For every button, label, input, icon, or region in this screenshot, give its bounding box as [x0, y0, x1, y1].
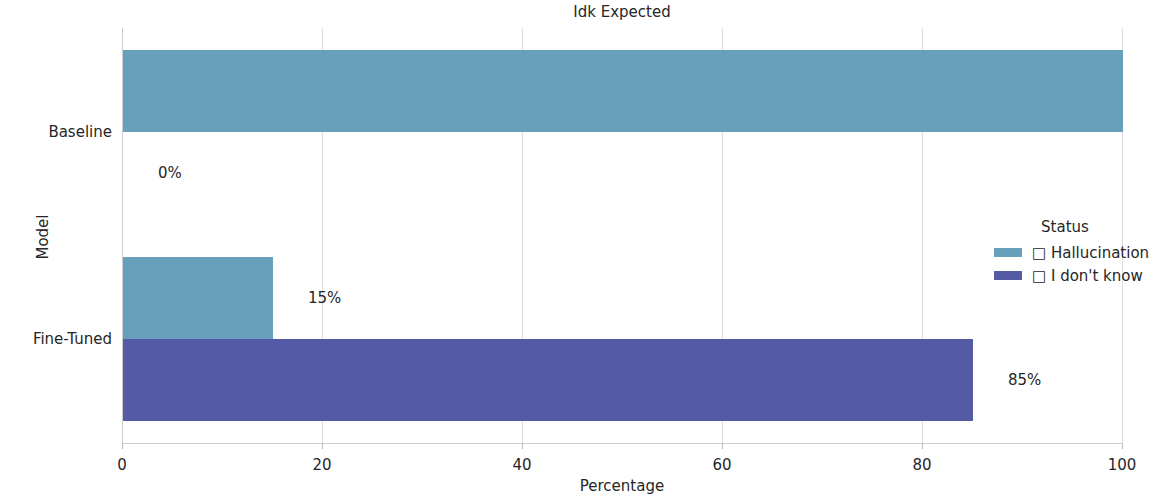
bar-value-label: 0%	[158, 164, 182, 182]
legend-item: □ I don't know	[990, 264, 1152, 287]
legend-swatch-icon	[994, 271, 1022, 280]
x-axis-title: Percentage	[122, 477, 1122, 495]
chart-title: Idk Expected	[122, 3, 1122, 21]
bar-fine-tuned-series0	[123, 257, 273, 339]
x-tick-label: 0	[117, 456, 127, 474]
bar-value-label: 85%	[1008, 371, 1041, 389]
bar-fine-tuned-series1	[123, 339, 973, 421]
plot-area: 15% 0% 85%	[122, 28, 1123, 444]
x-tick-label: 80	[912, 456, 931, 474]
x-tick-label: 40	[512, 456, 531, 474]
y-tick-label: Baseline	[0, 123, 112, 141]
legend-items: □ Hallucination □ I don't know	[990, 241, 1152, 287]
x-tick-mark	[1122, 444, 1123, 449]
legend-item-label: □ Hallucination	[1032, 244, 1149, 262]
legend-swatch-icon	[994, 248, 1022, 257]
y-tick-label: Fine-Tuned	[0, 330, 112, 348]
y-axis-title: Model	[34, 214, 52, 259]
bar-baseline-series0	[123, 50, 1123, 132]
chart-figure: Idk Expected 15% 0% 85% Baseline Fine-Tuned…	[0, 0, 1152, 504]
legend-item-label: □ I don't know	[1032, 267, 1143, 285]
bar-value-label: 15%	[308, 289, 341, 307]
x-tick-mark	[322, 444, 323, 449]
x-tick-mark	[922, 444, 923, 449]
legend-title: Status	[990, 218, 1140, 236]
x-tick-mark	[522, 444, 523, 449]
x-tick-mark	[722, 444, 723, 449]
legend-item: □ Hallucination	[990, 241, 1152, 264]
legend: Status □ Hallucination □ I don't know	[990, 218, 1152, 287]
x-tick-label: 100	[1108, 456, 1137, 474]
x-tick-label: 20	[312, 456, 331, 474]
x-tick-label: 60	[712, 456, 731, 474]
x-tick-mark	[122, 444, 123, 449]
